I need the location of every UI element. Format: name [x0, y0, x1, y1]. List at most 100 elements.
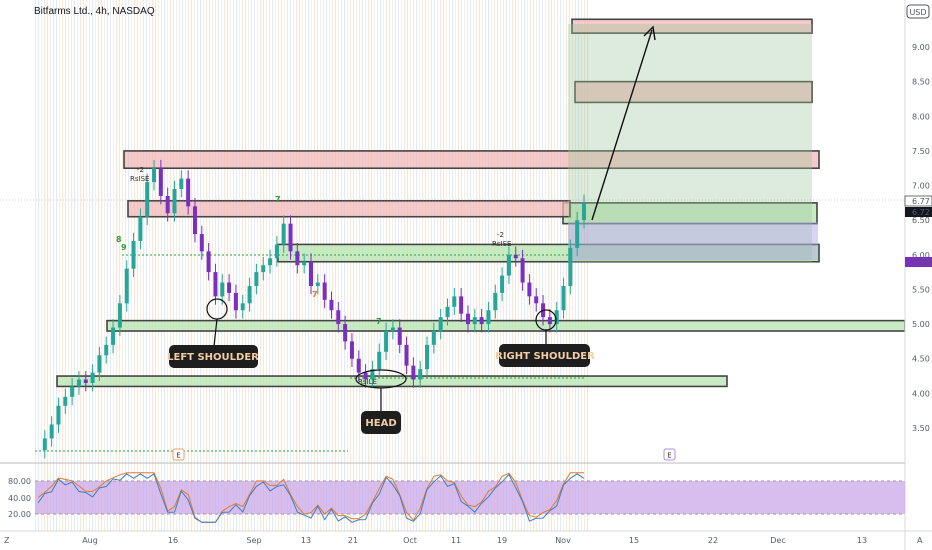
session-stripe: [230, 0, 231, 531]
candle-body: [356, 358, 361, 373]
price-tick: 8.50: [912, 78, 930, 87]
session-stripe: [65, 0, 66, 531]
session-stripe: [98, 0, 99, 531]
candle-body: [206, 251, 211, 273]
time-tick: Oct: [403, 536, 417, 545]
currency-badge[interactable]: USD: [906, 4, 930, 19]
candle-body: [349, 341, 354, 359]
session-stripe: [497, 0, 498, 531]
session-stripe: [428, 0, 429, 531]
session-stripe: [380, 0, 381, 531]
session-stripe: [470, 0, 471, 531]
session-stripe: [74, 0, 75, 531]
candle-body: [431, 331, 436, 345]
target-arrow-head: [643, 25, 656, 41]
session-stripe: [35, 0, 36, 531]
session-stripe: [542, 0, 543, 531]
zone-red: [123, 150, 820, 170]
right-shoulder-label: RIGHT SHOULDER: [495, 351, 595, 362]
candle-body: [459, 296, 464, 314]
candle-body: [117, 303, 122, 328]
candle-body: [425, 344, 430, 370]
candle-body: [561, 285, 566, 311]
candle-body: [152, 168, 157, 183]
candle-body: [247, 285, 252, 304]
rsi-tick-80: 80.00: [8, 477, 31, 486]
price-label-current: 6.77: [904, 195, 932, 207]
session-stripe: [287, 0, 288, 531]
session-stripe: [500, 0, 501, 531]
candle-body: [254, 272, 259, 286]
auto-scale-icon[interactable]: A: [917, 536, 923, 545]
session-stripe: [314, 0, 315, 531]
session-stripe: [449, 0, 450, 531]
candle-body: [568, 247, 573, 286]
candle-body: [49, 424, 54, 439]
candle-body: [479, 317, 484, 325]
session-stripe: [59, 0, 60, 531]
session-stripe: [170, 0, 171, 531]
candle-body: [370, 369, 375, 380]
session-stripe: [41, 0, 42, 531]
time-tick: Aug: [82, 536, 98, 545]
session-stripe: [203, 0, 204, 531]
session-stripe: [359, 0, 360, 531]
time-tick: 13: [301, 536, 311, 545]
session-stripe: [320, 0, 321, 531]
rsise-label-2: RsISE: [492, 240, 511, 248]
zone-green: [106, 319, 906, 332]
session-stripe: [221, 0, 222, 531]
session-stripe: [482, 0, 483, 531]
price-tick: 7.00: [912, 182, 930, 191]
candle-body: [90, 372, 95, 383]
session-stripe: [302, 0, 303, 531]
candle-body: [111, 327, 116, 345]
session-stripe: [434, 0, 435, 531]
session-stripe: [338, 0, 339, 531]
session-stripe: [95, 0, 96, 531]
price-tick: 7.50: [912, 147, 930, 156]
session-stripe: [317, 0, 318, 531]
zoom-icon[interactable]: Z: [4, 536, 10, 545]
session-stripe: [110, 0, 111, 531]
time-tick: 19: [497, 536, 507, 545]
candle-body: [261, 265, 266, 273]
earnings-badge-2[interactable]: E: [663, 448, 676, 461]
session-stripe: [422, 0, 423, 531]
price-axis-bg: [905, 0, 932, 550]
session-stripe: [194, 0, 195, 531]
candle-body: [220, 282, 225, 297]
session-stripe: [239, 0, 240, 531]
session-stripe: [92, 0, 93, 531]
candle-body: [145, 182, 150, 217]
session-stripe: [176, 0, 177, 531]
session-stripe: [119, 0, 120, 531]
candle-body: [56, 405, 61, 425]
earnings-badge-2-text: E: [667, 452, 671, 460]
session-stripe: [371, 0, 372, 531]
candle-body: [575, 220, 580, 248]
session-stripes: [35, 0, 588, 531]
session-stripe: [260, 0, 261, 531]
session-stripe: [395, 0, 396, 531]
session-stripe: [38, 0, 39, 531]
zone-red: [127, 199, 571, 218]
session-stripe: [551, 0, 552, 531]
candle-body: [384, 331, 389, 352]
earnings-badge-1[interactable]: E: [172, 448, 185, 461]
session-stripe: [572, 0, 573, 531]
candle-body: [343, 324, 348, 342]
price-label-close: 6.72: [905, 207, 932, 217]
candle-body: [131, 240, 136, 269]
session-stripe: [518, 0, 519, 531]
session-stripe: [527, 0, 528, 531]
session-stripe: [47, 0, 48, 531]
session-stripe: [86, 0, 87, 531]
session-stripe: [197, 0, 198, 531]
session-stripe: [299, 0, 300, 531]
candle-body: [329, 299, 334, 311]
session-stripe: [455, 0, 456, 531]
left-shoulder-label: LEFT SHOULDER: [167, 352, 259, 363]
earnings-badge-1-text: E: [176, 452, 180, 460]
session-stripe: [68, 0, 69, 531]
